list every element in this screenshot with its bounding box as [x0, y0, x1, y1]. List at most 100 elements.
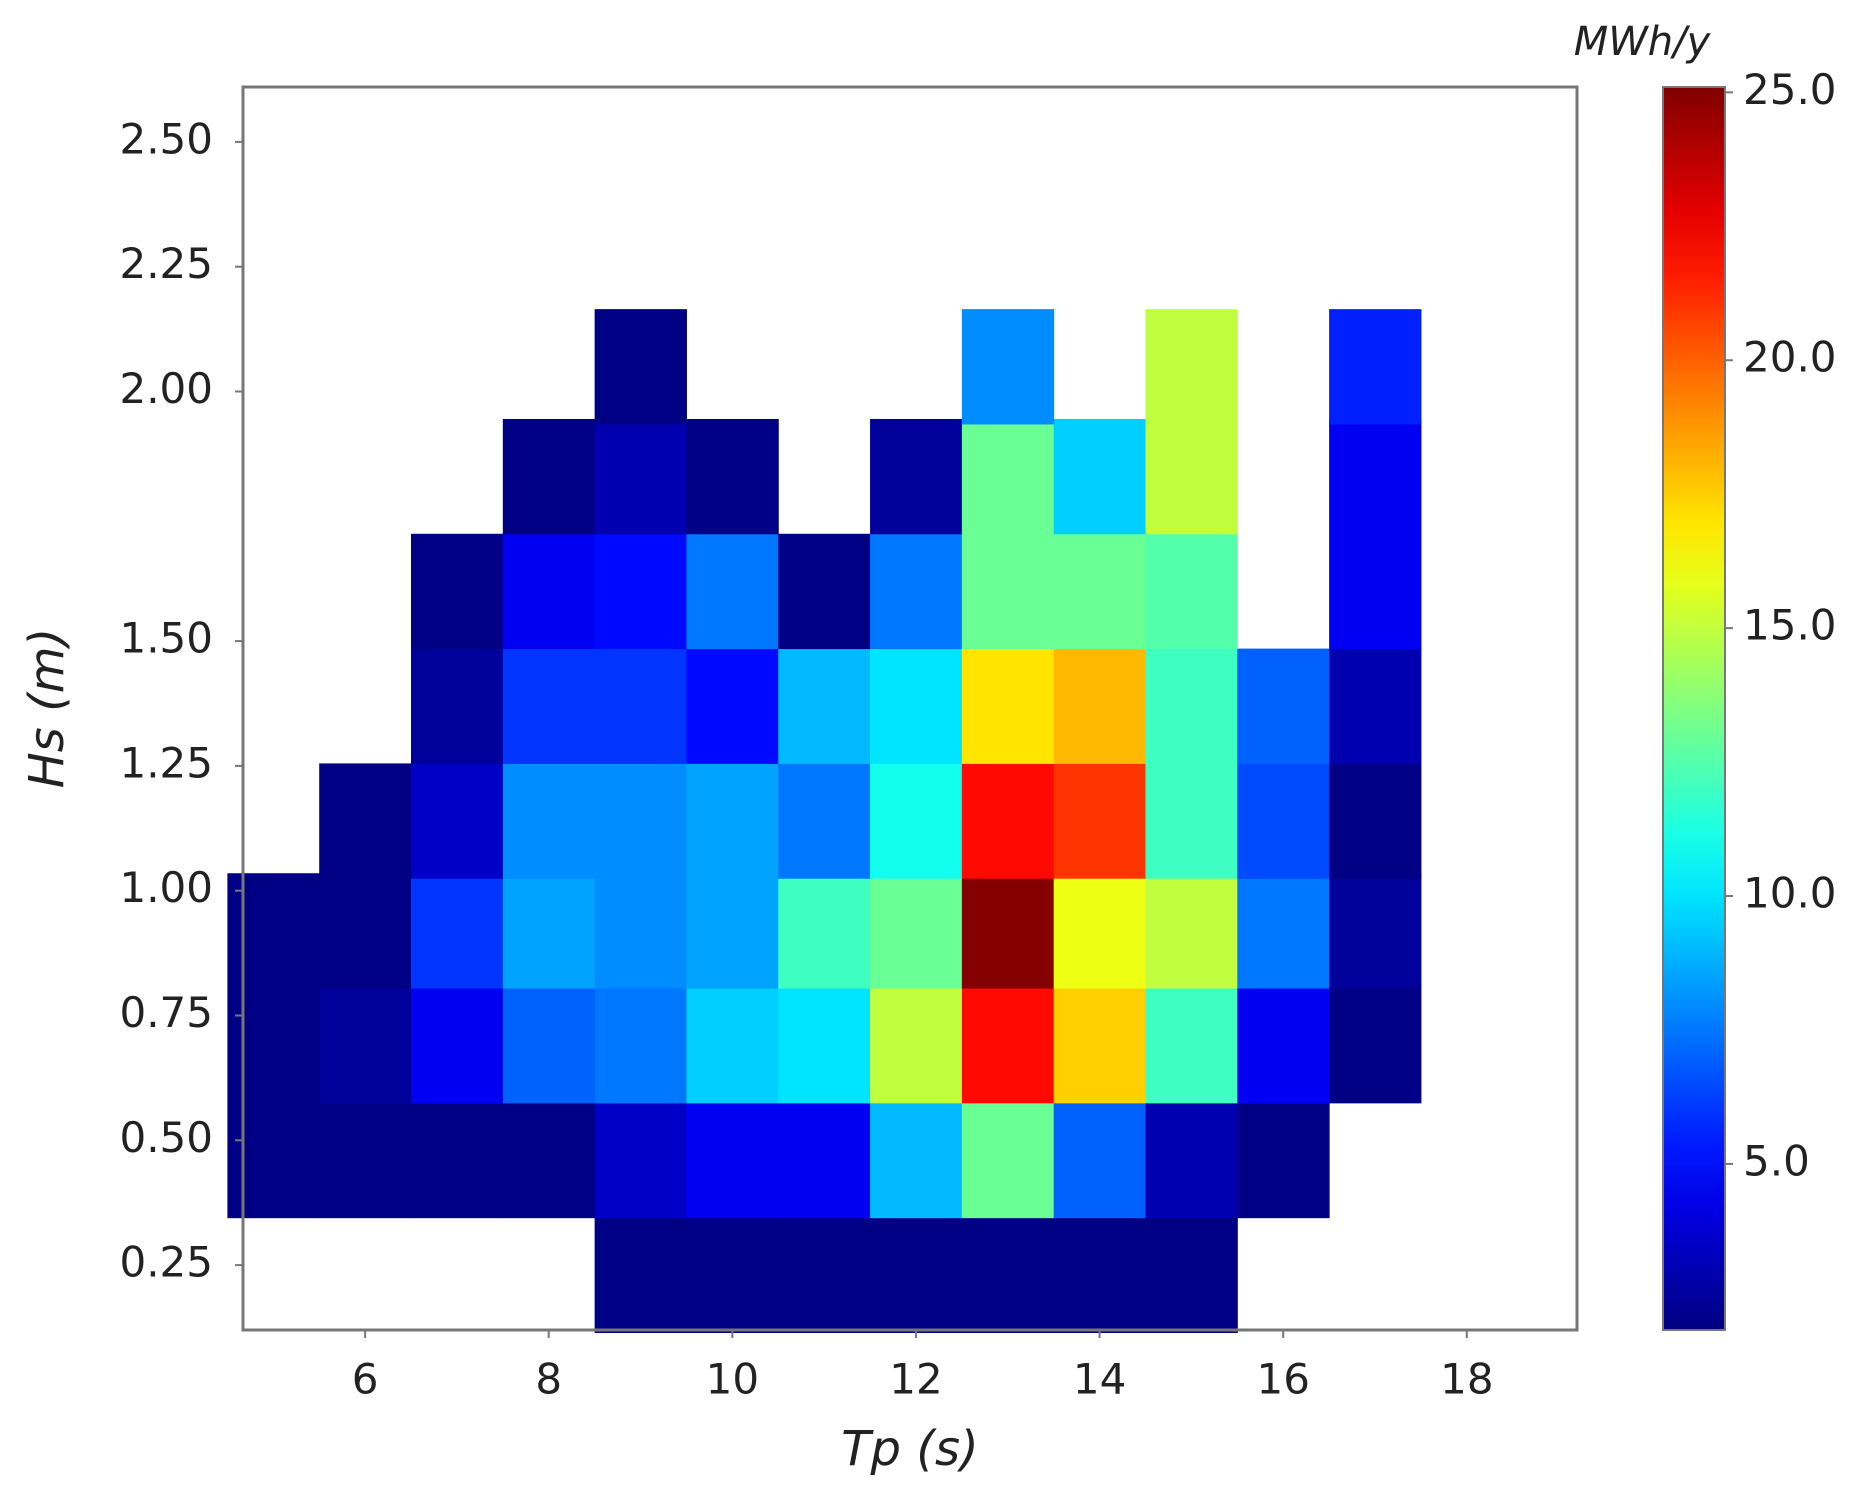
heat-cell	[502, 873, 596, 989]
colorbar-tick-label: 15.0	[1743, 601, 1837, 650]
heat-cell	[594, 533, 687, 650]
heat-cell	[961, 763, 1055, 879]
heat-cell	[778, 988, 871, 1104]
heat-cell	[870, 1217, 963, 1333]
heat-cell	[1145, 533, 1238, 650]
heat-cell	[319, 873, 412, 989]
heat-cell	[686, 1102, 779, 1219]
heat-cell	[870, 1102, 963, 1219]
heat-cell	[1053, 418, 1146, 535]
heat-cell	[870, 763, 963, 879]
heat-cell	[1053, 763, 1146, 879]
heat-cell	[1145, 418, 1238, 535]
heat-cell	[1237, 763, 1330, 879]
colorbar-label: MWh/y	[1574, 19, 1712, 65]
heat-cell	[870, 873, 963, 989]
heat-cell	[594, 418, 687, 535]
heat-cell	[961, 1217, 1055, 1333]
heat-cell	[778, 873, 871, 989]
heat-cell	[1053, 1102, 1146, 1219]
heat-cell	[319, 763, 412, 879]
heat-cell	[594, 873, 687, 989]
heat-cell	[502, 763, 596, 879]
y-tick-label: 1.25	[119, 738, 213, 787]
heat-cell	[961, 418, 1055, 535]
heat-cell	[1329, 418, 1422, 535]
heat-cell	[1145, 1102, 1238, 1219]
heat-cell	[502, 1102, 596, 1219]
heat-cell	[961, 648, 1055, 764]
x-tick-label: 16	[1256, 1355, 1309, 1404]
heat-cell	[502, 533, 596, 650]
heat-cell	[1329, 763, 1422, 879]
y-tick-label: 2.00	[119, 364, 213, 413]
heat-cell	[227, 1102, 320, 1219]
heat-cell	[1053, 1217, 1146, 1333]
heat-cell	[594, 1102, 687, 1219]
heat-cell	[686, 1217, 779, 1333]
heat-cell	[319, 988, 412, 1104]
heat-cell	[778, 533, 871, 650]
x-tick-label: 14	[1073, 1355, 1126, 1404]
heat-cell	[686, 988, 779, 1104]
heat-cell	[1053, 533, 1146, 650]
heat-cell	[411, 763, 504, 879]
x-tick-label: 18	[1440, 1355, 1493, 1404]
heat-cell	[319, 1102, 412, 1219]
heat-cell	[594, 1217, 687, 1333]
heat-cell	[961, 309, 1055, 425]
colorbar-tick-label: 20.0	[1743, 333, 1837, 382]
heat-cell	[411, 873, 504, 989]
heat-cell	[870, 533, 963, 650]
x-tick-label: 6	[352, 1355, 379, 1404]
y-tick-label: 2.50	[119, 114, 213, 163]
y-tick-label: 0.25	[119, 1238, 213, 1287]
heat-cell	[1329, 873, 1422, 989]
colorbar	[1662, 86, 1726, 1331]
heat-cell	[411, 988, 504, 1104]
heat-cell	[1145, 763, 1238, 879]
heat-cell	[1237, 1102, 1330, 1219]
heat-cell	[961, 1102, 1055, 1219]
x-tick-label: 8	[535, 1355, 562, 1404]
heat-cell	[502, 418, 596, 535]
heat-cell	[411, 648, 504, 764]
heat-cell	[1145, 648, 1238, 764]
heat-cell	[1053, 648, 1146, 764]
heat-cell	[1053, 873, 1146, 989]
heat-cell	[1329, 648, 1422, 764]
heat-cell	[411, 1102, 504, 1219]
heat-cell	[227, 988, 320, 1104]
heat-cell	[870, 418, 963, 535]
colorbar-tick-label: 10.0	[1743, 869, 1837, 918]
heat-cell	[961, 988, 1055, 1104]
heat-cell	[1329, 309, 1422, 425]
heat-cell	[502, 648, 596, 764]
heat-cell	[594, 763, 687, 879]
heat-cell	[594, 988, 687, 1104]
heat-cell	[1145, 1217, 1238, 1333]
heat-cell	[1145, 873, 1238, 989]
x-tick-label: 10	[706, 1355, 759, 1404]
heat-cell	[1145, 309, 1238, 425]
heat-cell	[961, 533, 1055, 650]
heat-cell	[1237, 873, 1330, 989]
x-tick-label: 12	[889, 1355, 942, 1404]
heat-cell	[778, 1217, 871, 1333]
x-axis-label: Tp (s)	[841, 1421, 979, 1477]
heat-cell	[686, 418, 779, 535]
y-tick-label: 2.25	[119, 239, 213, 288]
heat-cell	[594, 309, 687, 425]
y-tick-label: 1.00	[119, 863, 213, 912]
plot-frame	[241, 85, 1579, 1332]
heat-cell	[1145, 988, 1238, 1104]
heat-cell	[686, 873, 779, 989]
heat-cell	[870, 648, 963, 764]
y-axis-label: Hs (m)	[19, 628, 75, 789]
y-tick-label: 0.50	[119, 1113, 213, 1162]
colorbar-tick-label: 5.0	[1743, 1136, 1810, 1185]
heat-cell	[686, 533, 779, 650]
y-tick-label: 1.50	[119, 614, 213, 663]
heat-cell	[1237, 648, 1330, 764]
